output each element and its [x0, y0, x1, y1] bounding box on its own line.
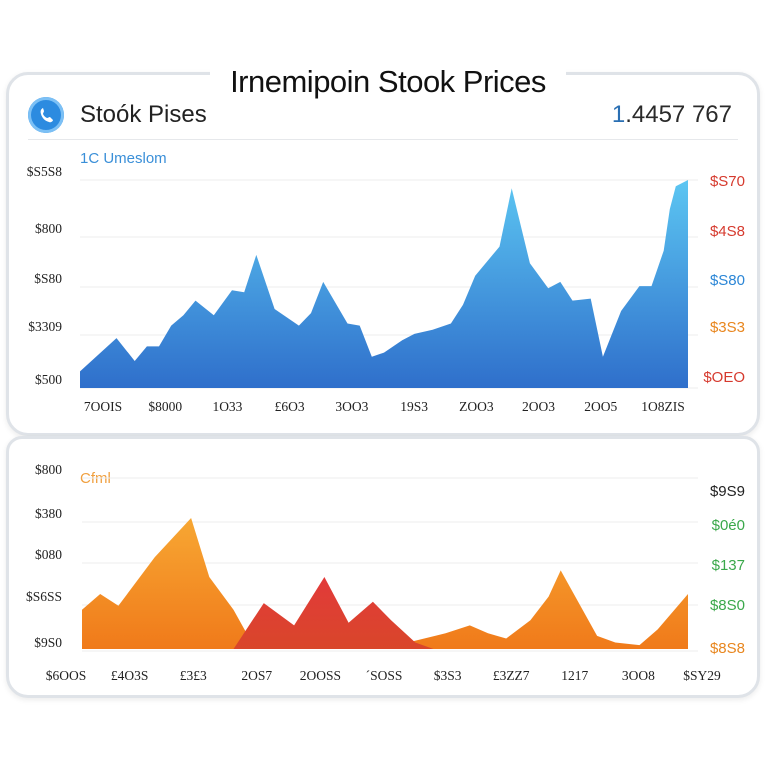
top-chart-subtitle: 1C Umeslom — [80, 150, 167, 167]
top-y-tick-left: $S5S8 — [27, 164, 63, 179]
bottom-series-area — [82, 518, 688, 649]
top-x-tick: £6O3 — [275, 399, 305, 414]
phone-icon[interactable] — [28, 97, 64, 133]
top-y-tick-left: $500 — [35, 372, 62, 387]
bottom-y-tick-left: $S6SS — [26, 589, 62, 604]
bottom-x-tick: $6OOS — [46, 668, 87, 683]
bottom-x-tick: £3ZZ7 — [493, 668, 530, 683]
bottom-y-tick-left: $9S0 — [34, 635, 62, 650]
top-y-tick-left: $800 — [35, 221, 62, 236]
bottom-x-tick: 2OS7 — [241, 668, 272, 683]
bottom-chart-panel — [6, 436, 760, 698]
bottom-x-tick: £3£3 — [180, 668, 207, 683]
top-x-tick: 2OO5 — [584, 399, 617, 414]
bottom-y-tick-right: $9S9 — [710, 483, 745, 500]
bottom-x-tick: 1217 — [561, 668, 588, 683]
bottom-x-tick: $SY29 — [683, 668, 721, 683]
bottom-y-tick-left: $380 — [35, 506, 62, 521]
header-title: Stoók Pises — [80, 101, 207, 128]
bottom-x-tick: 3OO8 — [622, 668, 655, 683]
bottom-series-area — [233, 577, 434, 649]
bottom-y-tick-left: $800 — [35, 462, 62, 477]
top-x-tick: 1O33 — [212, 399, 242, 414]
header-value: 1.4457 767 — [612, 101, 732, 129]
top-chart: $500 $3309 $S80 $800 $S5S8 $S70 $4S8 $S80 $3S3 $O… — [27, 164, 745, 414]
top-x-tick: ZOO3 — [459, 399, 494, 414]
bottom-x-tick: $3S3 — [434, 668, 462, 683]
bottom-y-tick-right: $8S8 — [710, 640, 745, 657]
phone-icon-glyph — [40, 108, 53, 123]
top-y-tick-right: $3S3 — [710, 319, 745, 336]
bottom-y-tick-left: $080 — [35, 547, 62, 562]
bottom-chart: $9S0 $S6SS $080 $380 $800 $9S9 $0é0 $137 $8S0 $8S… — [26, 462, 745, 683]
top-series-area — [80, 180, 688, 388]
header-value-accent: 1 — [611, 101, 626, 128]
bottom-x-tick: ´SOSS — [366, 668, 403, 683]
top-x-tick: 2OO3 — [522, 399, 555, 414]
bottom-y-tick-right: $0é0 — [712, 517, 745, 534]
top-y-tick-right: $S70 — [710, 173, 745, 190]
top-x-tick: 19S3 — [400, 399, 428, 414]
bottom-y-tick-right: $137 — [712, 557, 745, 574]
bottom-x-tick: £4O3S — [111, 668, 149, 683]
top-y-tick-right: $4S8 — [710, 223, 745, 240]
header-value-rest: .4457 767 — [625, 101, 732, 128]
top-y-tick-right: $OEO — [703, 369, 745, 386]
top-x-tick: 3OO3 — [335, 399, 368, 414]
page-title: Irnemipoin Stook Prices — [210, 62, 566, 102]
top-y-tick-left: $S80 — [34, 271, 62, 286]
top-x-tick: 7OOIS — [84, 399, 122, 414]
top-y-tick-left: $3309 — [28, 319, 62, 334]
top-y-tick-right: $S80 — [710, 272, 745, 289]
top-x-tick: 1O8ZIS — [641, 399, 685, 414]
bottom-y-tick-right: $8S0 — [710, 597, 745, 614]
top-x-tick: $8000 — [148, 399, 182, 414]
bottom-x-tick: 2OOSS — [300, 668, 341, 683]
header-divider — [28, 139, 738, 140]
